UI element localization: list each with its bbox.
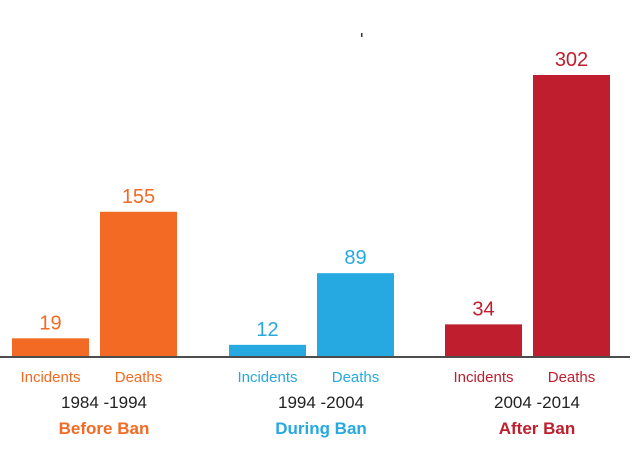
bar-incidents-1 [12, 338, 89, 356]
data-label-incidents-1: 19 [39, 312, 61, 334]
category-label-incidents-2: Incidents [237, 369, 297, 386]
bar-incidents-2 [229, 344, 306, 356]
data-label-incidents-2: 12 [256, 319, 278, 341]
category-label-incidents-3: Incidents [453, 369, 513, 386]
chart-marks: 19 Incidents 155 Deaths 1984 -1994 Before Ban… [12, 49, 610, 438]
data-label-deaths-2: 89 [344, 247, 366, 269]
stray-mark [361, 33, 363, 37]
bar-deaths-2 [317, 273, 394, 356]
bar-deaths-1 [100, 211, 177, 356]
bar-deaths-3 [533, 75, 610, 356]
data-label-deaths-3: 302 [555, 49, 588, 71]
category-label-deaths-1: Deaths [115, 369, 163, 386]
period-label-1: 1984 -1994 [61, 393, 147, 412]
category-label-deaths-2: Deaths [332, 369, 380, 386]
data-label-deaths-1: 155 [122, 186, 155, 208]
category-label-incidents-1: Incidents [20, 369, 80, 386]
group-label-2: During Ban [275, 419, 367, 438]
period-label-2: 1994 -2004 [278, 393, 364, 412]
group-label-3: After Ban [499, 419, 576, 438]
group-label-1: Before Ban [59, 419, 150, 438]
bar-incidents-3 [445, 324, 522, 356]
data-label-incidents-3: 34 [472, 298, 494, 320]
period-label-3: 2004 -2014 [494, 393, 580, 412]
category-label-deaths-3: Deaths [548, 369, 596, 386]
